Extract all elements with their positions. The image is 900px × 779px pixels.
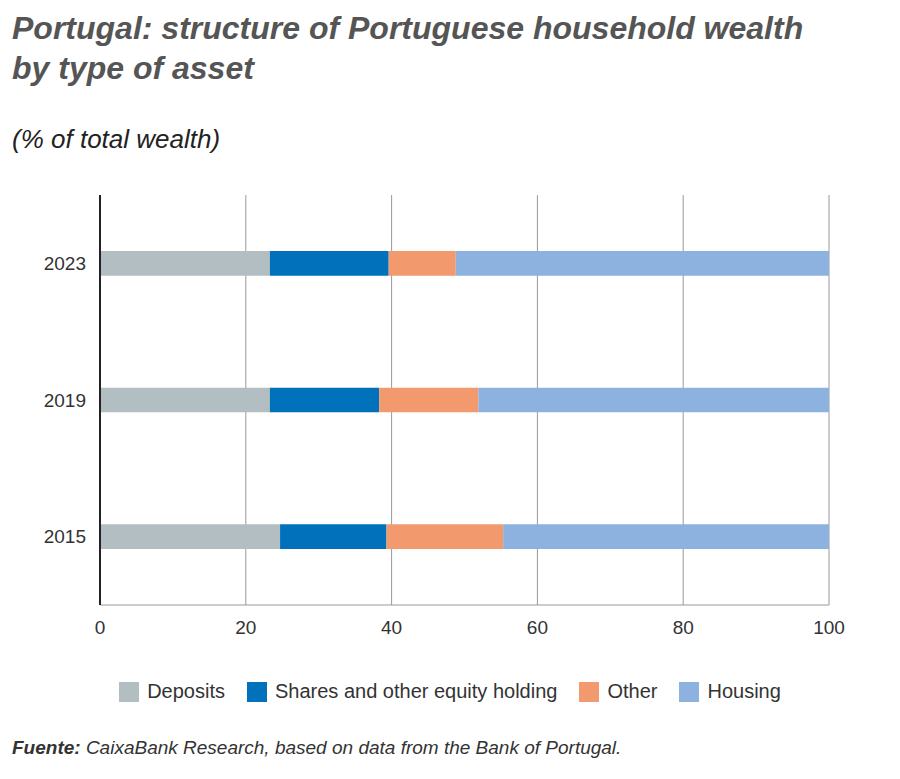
html-text:Deposits: Deposits bbox=[147, 680, 225, 702]
svg-text:2015: 2015 bbox=[44, 526, 86, 547]
svg-text:2023: 2023 bbox=[44, 253, 86, 274]
html-text:Other: Other bbox=[607, 680, 658, 702]
html-text:Shares and other equity holdin: Shares and other equity holding bbox=[275, 680, 558, 702]
svg-text:20: 20 bbox=[235, 617, 256, 638]
svg-text:40: 40 bbox=[381, 617, 402, 638]
html-text:Portugal: structure of Portugu: Portugal: structure of Portuguese househ… bbox=[12, 10, 804, 86]
svg-text:60: 60 bbox=[527, 617, 548, 638]
svg-text:2019: 2019 bbox=[44, 390, 86, 411]
html-text:Housing: Housing bbox=[707, 680, 781, 702]
html-text:Fuente: CaixaBank Research, ba: Fuente: CaixaBank Research, based on dat… bbox=[12, 737, 622, 758]
svg-text:80: 80 bbox=[673, 617, 694, 638]
svg-text:0: 0 bbox=[95, 617, 106, 638]
html-text:(% of total wealth): (% of total wealth) bbox=[12, 124, 221, 154]
svg-text:100: 100 bbox=[813, 617, 845, 638]
